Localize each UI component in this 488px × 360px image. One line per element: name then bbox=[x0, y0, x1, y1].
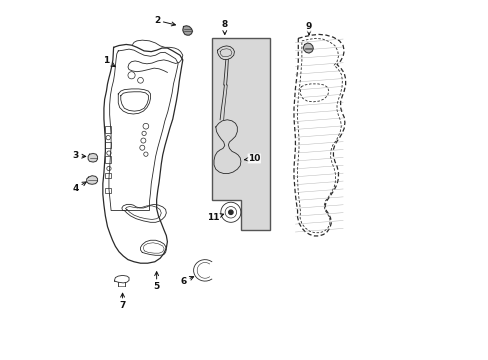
Text: 6: 6 bbox=[181, 276, 193, 285]
Text: 4: 4 bbox=[73, 182, 86, 193]
Text: 10: 10 bbox=[244, 154, 260, 163]
Text: 1: 1 bbox=[103, 56, 115, 67]
Text: 2: 2 bbox=[154, 16, 175, 26]
Polygon shape bbox=[183, 26, 192, 35]
Bar bbox=[105, 188, 111, 193]
Polygon shape bbox=[303, 43, 313, 53]
Bar bbox=[104, 142, 111, 148]
Bar bbox=[104, 126, 111, 133]
Text: 3: 3 bbox=[73, 151, 85, 160]
Polygon shape bbox=[212, 39, 269, 230]
Text: 9: 9 bbox=[305, 22, 312, 35]
Bar bbox=[104, 156, 111, 163]
Text: 5: 5 bbox=[153, 272, 160, 291]
Polygon shape bbox=[88, 153, 97, 162]
Polygon shape bbox=[86, 176, 97, 184]
Circle shape bbox=[228, 210, 233, 215]
Text: 8: 8 bbox=[221, 21, 227, 35]
Bar bbox=[104, 173, 111, 178]
Text: 7: 7 bbox=[119, 293, 125, 310]
Text: 11: 11 bbox=[206, 213, 223, 222]
